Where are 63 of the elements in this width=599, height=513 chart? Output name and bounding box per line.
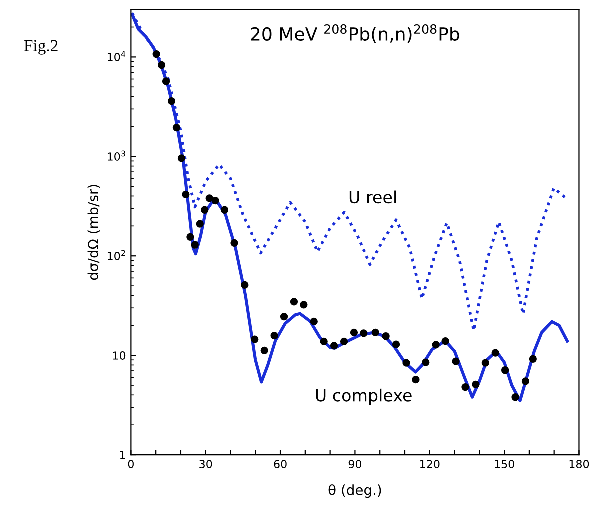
text: 20 MeV $^{208}$Pb(n,n)$^{208}$Pb xyxy=(251,24,460,44)
x-tick-label: 150 xyxy=(495,460,514,468)
y-tick-label: 10$^{4}$ xyxy=(108,51,126,62)
point xyxy=(196,220,204,228)
y-tick-label: 10$^{3}$ xyxy=(108,150,126,161)
point xyxy=(186,233,194,242)
point xyxy=(372,328,380,336)
point xyxy=(360,330,368,338)
point xyxy=(320,338,328,346)
point xyxy=(158,61,166,70)
point xyxy=(182,190,190,198)
point xyxy=(201,206,209,214)
point xyxy=(442,338,450,346)
point xyxy=(230,239,238,247)
point xyxy=(168,98,176,106)
point xyxy=(392,340,400,348)
point xyxy=(492,349,500,357)
point xyxy=(432,341,440,349)
point xyxy=(452,358,460,366)
point xyxy=(206,194,214,202)
x-tick-label: 120 xyxy=(420,460,440,468)
point xyxy=(350,328,358,336)
point xyxy=(220,206,229,214)
point xyxy=(152,50,160,58)
point xyxy=(178,154,186,162)
point xyxy=(290,298,298,306)
point xyxy=(310,318,318,326)
point xyxy=(382,332,390,340)
x-tick-label: 0 xyxy=(128,460,134,468)
y-tick-label: 1 xyxy=(120,451,126,460)
point xyxy=(501,366,510,374)
x-axis-title: θ (deg.) xyxy=(328,484,382,498)
point xyxy=(241,281,249,290)
y-axis-title: dσ/dΩ (mb/sr) xyxy=(88,185,100,280)
point xyxy=(251,336,259,344)
point xyxy=(300,301,308,309)
point xyxy=(330,342,338,350)
point xyxy=(191,241,199,249)
y-tick-label: 10$^{2}$ xyxy=(108,250,126,260)
y-tick-label: 10 xyxy=(113,352,126,360)
point xyxy=(529,355,538,363)
point xyxy=(280,313,288,321)
series-label: U reel xyxy=(350,190,396,204)
point xyxy=(412,376,420,384)
point xyxy=(462,383,470,392)
point xyxy=(162,78,170,86)
point xyxy=(172,124,181,132)
x-tick-label: 90 xyxy=(348,460,362,468)
point xyxy=(512,394,520,402)
point xyxy=(340,338,348,346)
point xyxy=(522,378,530,386)
point xyxy=(422,358,430,366)
point xyxy=(270,332,278,340)
caption: Fig.2 xyxy=(24,40,58,55)
x-tick-label: 60 xyxy=(274,460,287,468)
point xyxy=(472,380,480,388)
x-tick-label: 180 xyxy=(570,460,590,468)
point xyxy=(212,196,220,205)
point xyxy=(482,359,490,367)
point xyxy=(260,346,268,354)
point xyxy=(402,359,410,367)
series-label: U complexe xyxy=(316,388,412,406)
x-tick-label: 30 xyxy=(200,460,212,468)
